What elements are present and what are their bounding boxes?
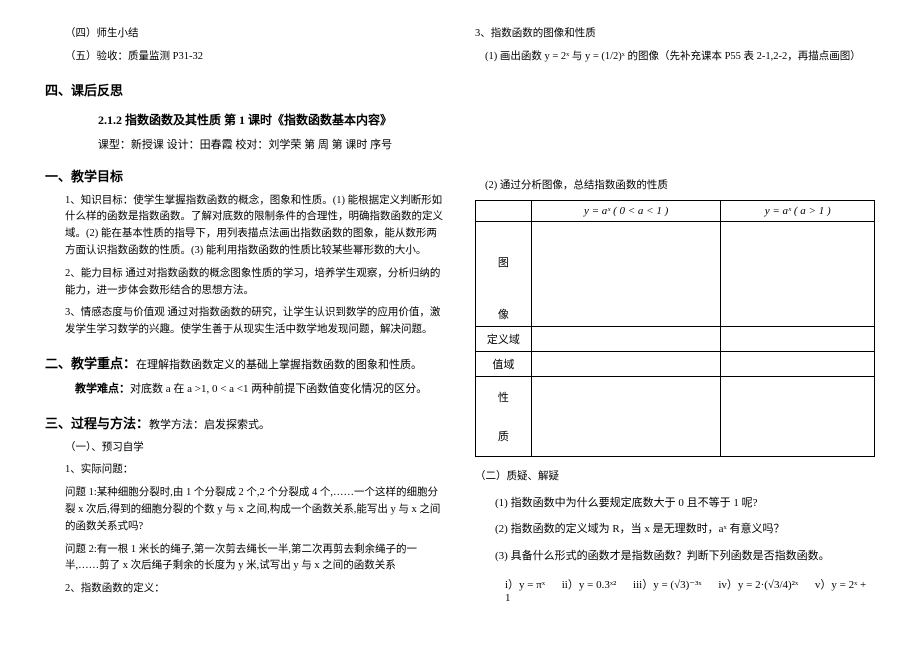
q2-text: 有一根 1 米长的绳子,第一次剪去绳长一半,第二次再剪去剩余绳子的一半,……剪了… [65,544,417,572]
graph-heading: 3、指数函数的图像和性质 [475,26,875,43]
lesson-title: 2.1.2 指数函数及其性质 第 1 课时《指数函数基本内容》 [45,111,445,128]
func-ii: ii）y = 0.3ˣ² [562,579,617,591]
doubt-heading: （二）质疑、解疑 [475,469,875,486]
process-heading-label: 三、过程与方法： [45,416,149,431]
draw-area [475,72,875,172]
row-prop-top: 性 [476,376,532,416]
row-domain: 定义域 [476,326,532,351]
difficulty-heading: 教学难点： [75,383,130,395]
goal2: 2、能力目标 通过对指数函数的概念图象性质的学习，培养学生观察，分析归纳的能力，… [65,266,445,300]
col2-header: y = aˣ ( a > 1 ) [721,201,875,222]
col1-header: y = aˣ ( 0 < a < 1 ) [531,201,721,222]
goal1-label: 1、知识目标： [65,195,133,206]
analyze-label: (2) 通过分析图像，总结指数函数的性质 [485,178,875,195]
goal1: 1、知识目标：使学生掌握指数函数的概念，图象和性质。(1) 能根据定义判断形如什… [65,193,445,260]
q1-label: 问题 1: [65,487,97,498]
difficulty-text: 对底数 a 在 a >1, 0 < a <1 两种前提下函数值变化情况的区分。 [130,383,427,395]
practical: 1、实际问题： [65,462,445,479]
preview: （一）、预习自学 [65,440,445,457]
definition-label: 2、指数函数的定义： [65,581,445,598]
process-method: 教学方法：启发探索式。 [149,419,270,431]
doubt3: (3) 具备什么形式的函数才是指数函数？判断下列函数是否指数函数。 [495,547,875,566]
row-image-bottom: 像 [476,302,532,327]
goal-heading: 一、教学目标 [45,166,445,185]
func-iii: iii）y = (√3)⁻³ˣ [633,579,702,591]
function-list: i）y = πˣ ii）y = 0.3ˣ² iii）y = (√3)⁻³ˣ iv… [505,576,875,604]
focus-text: 在理解指数函数定义的基础上掌握指数函数的图象和性质。 [136,359,422,371]
goal3-label: 3、 [65,307,81,318]
property-table: y = aˣ ( 0 < a < 1 ) y = aˣ ( a > 1 ) 图 … [475,200,875,457]
q1-text: 某种细胞分裂时,由 1 个分裂成 2 个,2 个分裂成 4 个,……一个这样的细… [65,487,440,532]
goal2-label: 2、能力目标 [65,268,123,279]
focus-heading-label: 二、教学重点： [45,356,136,371]
q1: 问题 1:某种细胞分裂时,由 1 个分裂成 2 个,2 个分裂成 4 个,……一… [65,485,445,535]
func-iv: iv）y = 2·(√3/4)²ˣ [718,579,798,591]
reflection-heading: 四、课后反思 [45,80,445,99]
difficulty: 教学难点：对底数 a 在 a >1, 0 < a <1 两种前提下函数值变化情况… [75,380,445,399]
row-image-top: 图 [476,222,532,302]
q2-label: 问题 2: [65,544,97,555]
row-range: 值域 [476,351,532,376]
draw-label: (1) 画出函数 y = 2ˣ 与 y = (1/2)ˣ 的图像（先补充课本 P… [485,49,875,66]
process-heading: 三、过程与方法：教学方法：启发探索式。 [45,413,445,432]
q2: 问题 2:有一根 1 米长的绳子,第一次剪去绳长一半,第二次再剪去剩余绳子的一半… [65,542,445,576]
doubt2: (2) 指数函数的定义域为 R，当 x 是无理数时，aˣ 有意义吗？ [495,520,875,539]
doubt1: (1) 指数函数中为什么要规定底数大于 0 且不等于 1 呢? [495,494,875,513]
focus-heading: 二、教学重点：在理解指数函数定义的基础上掌握指数函数的图象和性质。 [45,353,445,372]
row-prop-bottom: 质 [476,416,532,456]
left-column: （四）师生小结 （五）验收：质量监测 P31-32 四、课后反思 2.1.2 指… [30,20,460,630]
item-four: （四）师生小结 [65,26,445,43]
table-row: 性 [476,376,875,416]
goal3-text: 情感态度与价值观 通过对指数函数的研究，让学生认识到数学的应用价值，激发学生学习… [65,307,440,335]
table-header-row: y = aˣ ( 0 < a < 1 ) y = aˣ ( a > 1 ) [476,201,875,222]
table-row: 图 [476,222,875,302]
course-info: 课型：新授课 设计：田春霞 校对：刘学荣 第 周 第 课时 序号 [45,136,445,152]
table-row: 定义域 [476,326,875,351]
item-five: （五）验收：质量监测 P31-32 [65,49,445,66]
table-row: 值域 [476,351,875,376]
right-column: 3、指数函数的图像和性质 (1) 画出函数 y = 2ˣ 与 y = (1/2)… [460,20,890,630]
goal3: 3、情感态度与价值观 通过对指数函数的研究，让学生认识到数学的应用价值，激发学生… [65,305,445,339]
func-i: i）y = πˣ [505,579,545,591]
